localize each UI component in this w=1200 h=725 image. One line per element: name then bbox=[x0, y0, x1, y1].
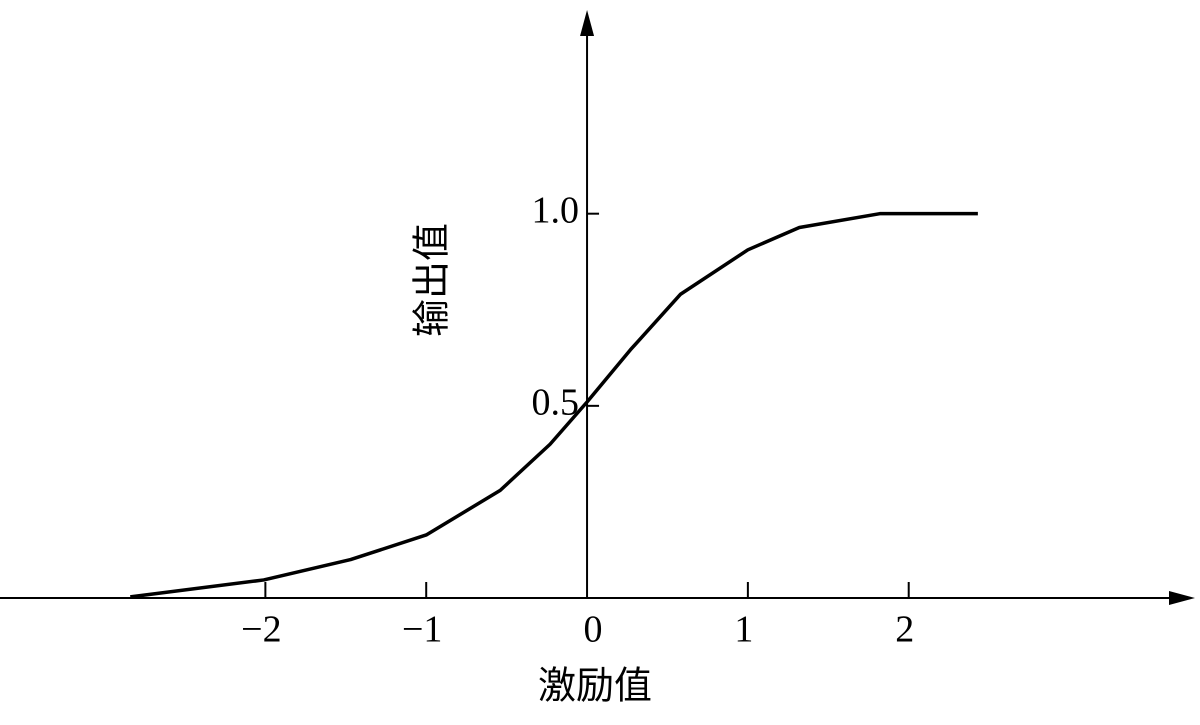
x-axis-label: 激励值 bbox=[538, 666, 652, 708]
y-axis-arrow bbox=[580, 10, 595, 36]
x-tick-label: −1 bbox=[402, 609, 442, 651]
curve bbox=[130, 211, 978, 599]
y-axis-label: 输出值 bbox=[412, 223, 454, 337]
y-tick-label: 1.0 bbox=[532, 189, 580, 231]
x-tick-label: −2 bbox=[241, 609, 281, 651]
x-tick-label: 1 bbox=[734, 609, 753, 651]
x-tick-label: 2 bbox=[895, 609, 914, 651]
y-tick-label: 0.5 bbox=[532, 382, 580, 424]
x-axis-arrow bbox=[1169, 591, 1195, 605]
x-tick-label: 0 bbox=[584, 609, 603, 651]
